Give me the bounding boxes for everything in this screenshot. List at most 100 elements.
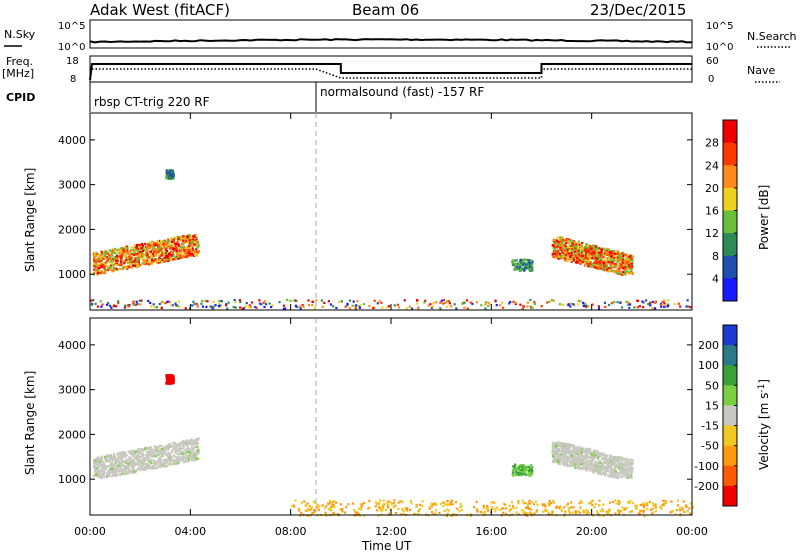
data-cell xyxy=(339,503,343,506)
data-cell xyxy=(123,464,126,467)
data-cell xyxy=(116,453,119,456)
data-cell xyxy=(514,266,517,269)
data-cell xyxy=(177,251,180,254)
data-cell xyxy=(168,443,171,446)
data-cell xyxy=(185,439,188,442)
data-cell xyxy=(156,261,159,264)
data-cell xyxy=(563,463,566,466)
data-cell xyxy=(606,465,609,468)
data-cell xyxy=(574,247,577,250)
data-cell xyxy=(625,254,628,257)
data-cell xyxy=(164,465,167,468)
data-cell xyxy=(153,463,157,466)
data-cell xyxy=(614,258,617,261)
data-cell xyxy=(206,300,209,303)
data-cell xyxy=(624,507,627,510)
data-cell xyxy=(591,465,594,468)
data-cell xyxy=(151,245,154,248)
data-cell xyxy=(574,466,577,469)
data-cell xyxy=(189,451,192,454)
data-cell xyxy=(376,503,379,506)
data-cell xyxy=(183,461,186,464)
data-cell xyxy=(599,454,602,457)
data-cell xyxy=(142,246,145,249)
data-cell xyxy=(139,251,142,254)
data-cell xyxy=(567,507,571,510)
data-cell xyxy=(428,507,431,510)
data-cell xyxy=(614,467,617,470)
data-cell xyxy=(132,248,135,252)
data-cell xyxy=(626,501,630,504)
data-cell xyxy=(113,453,116,456)
data-cell xyxy=(520,469,523,472)
data-cell xyxy=(418,503,422,506)
data-cell xyxy=(570,244,573,247)
data-cell xyxy=(190,239,193,242)
data-cell xyxy=(161,259,164,262)
data-cell xyxy=(101,471,104,474)
data-cell xyxy=(581,455,584,458)
data-cell xyxy=(687,305,690,308)
data-cell xyxy=(166,245,169,248)
data-cell xyxy=(148,452,151,455)
data-cell xyxy=(613,257,616,260)
data-cell xyxy=(585,512,588,515)
data-cell xyxy=(175,248,178,251)
data-cell xyxy=(115,467,118,470)
data-cell xyxy=(154,254,157,257)
data-cell xyxy=(126,261,130,265)
data-cell xyxy=(167,375,170,379)
data-cell xyxy=(571,511,574,514)
data-cell xyxy=(584,302,587,305)
data-cell xyxy=(352,300,355,303)
data-cell xyxy=(600,262,603,265)
data-cell xyxy=(260,303,263,306)
data-cell xyxy=(612,469,615,472)
data-cell xyxy=(476,509,479,512)
data-cell xyxy=(167,238,170,241)
data-cell xyxy=(166,172,169,175)
data-cell xyxy=(132,450,135,453)
data-cell xyxy=(562,303,565,306)
data-cell xyxy=(559,449,562,452)
data-cell xyxy=(531,501,534,504)
data-cell xyxy=(192,443,195,446)
data-cell xyxy=(155,306,158,309)
data-cell xyxy=(591,253,594,256)
data-cell xyxy=(582,509,585,512)
data-cell xyxy=(105,467,108,470)
data-cell xyxy=(104,465,107,468)
data-cell xyxy=(209,305,212,308)
data-cell xyxy=(134,264,137,267)
data-cell xyxy=(103,266,106,269)
data-cell xyxy=(615,502,618,505)
data-cell xyxy=(95,269,98,272)
data-cell xyxy=(104,257,107,260)
data-cell xyxy=(132,260,135,263)
data-cell xyxy=(596,470,600,473)
data-cell xyxy=(587,448,591,451)
data-cell xyxy=(137,464,141,467)
data-cell xyxy=(611,473,614,476)
data-cell xyxy=(94,251,97,254)
data-cell xyxy=(106,465,109,468)
data-cell xyxy=(529,305,532,308)
data-cell xyxy=(560,510,563,513)
data-cell xyxy=(186,249,189,252)
data-cell xyxy=(108,304,112,307)
data-cell xyxy=(196,451,199,454)
data-cell xyxy=(571,257,574,260)
data-cell xyxy=(610,302,613,305)
data-cell xyxy=(126,267,129,270)
data-cell xyxy=(368,499,371,503)
data-cell xyxy=(625,257,628,260)
data-cell xyxy=(577,462,580,465)
data-cell xyxy=(180,456,183,459)
data-cell xyxy=(145,458,148,461)
data-cell xyxy=(579,243,583,246)
data-cell xyxy=(624,270,627,273)
data-cell xyxy=(177,449,180,453)
data-cell xyxy=(536,509,539,512)
data-cell xyxy=(166,256,169,259)
data-cell xyxy=(511,504,515,508)
